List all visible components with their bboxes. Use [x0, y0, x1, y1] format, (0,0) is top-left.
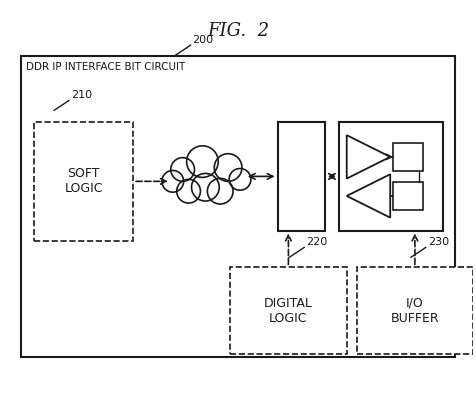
Text: FIG.  2: FIG. 2: [207, 21, 269, 39]
Bar: [357, 267, 473, 354]
Circle shape: [177, 179, 200, 203]
Bar: [393, 143, 423, 171]
Text: DIGITAL
LOGIC: DIGITAL LOGIC: [264, 297, 313, 325]
Bar: [278, 122, 325, 231]
Circle shape: [171, 158, 195, 181]
Text: 210: 210: [71, 90, 92, 100]
Bar: [393, 182, 423, 210]
Text: I/O
BUFFER: I/O BUFFER: [391, 297, 439, 325]
Circle shape: [229, 169, 251, 190]
Circle shape: [191, 173, 219, 201]
Bar: [339, 122, 443, 231]
Bar: [230, 267, 347, 354]
Text: 220: 220: [306, 238, 327, 247]
Circle shape: [214, 154, 242, 181]
Bar: [20, 56, 456, 357]
Text: SOFT
LOGIC: SOFT LOGIC: [65, 167, 103, 195]
Circle shape: [162, 171, 184, 192]
Bar: [34, 122, 133, 240]
Circle shape: [208, 178, 233, 204]
Text: DDR IP INTERFACE BIT CIRCUIT: DDR IP INTERFACE BIT CIRCUIT: [27, 62, 186, 72]
Text: 200: 200: [192, 35, 214, 45]
Circle shape: [187, 146, 218, 178]
Text: 230: 230: [428, 238, 449, 247]
